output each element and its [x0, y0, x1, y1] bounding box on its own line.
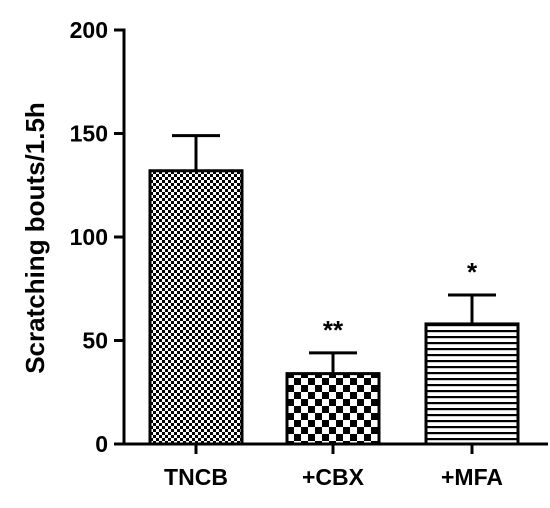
bars	[148, 134, 520, 446]
significance-marker: *	[467, 257, 478, 287]
category-label: +MFA	[441, 464, 503, 490]
y-tick-label: 150	[70, 121, 108, 147]
y-tick-label: 0	[95, 431, 108, 457]
y-tick-label: 200	[70, 17, 108, 43]
bar	[148, 169, 244, 446]
bar	[424, 322, 520, 446]
category-label: +CBX	[302, 464, 365, 490]
y-axis-title: Scratching bouts/1.5h	[20, 102, 50, 374]
labels: 0 50 100 150 200 TNCB +CBX ** +MFA *	[70, 17, 503, 490]
significance-marker: **	[323, 315, 344, 345]
bar	[285, 372, 381, 446]
y-tick-label: 100	[70, 224, 108, 250]
category-label: TNCB	[164, 464, 228, 490]
y-tick-label: 50	[82, 328, 108, 354]
